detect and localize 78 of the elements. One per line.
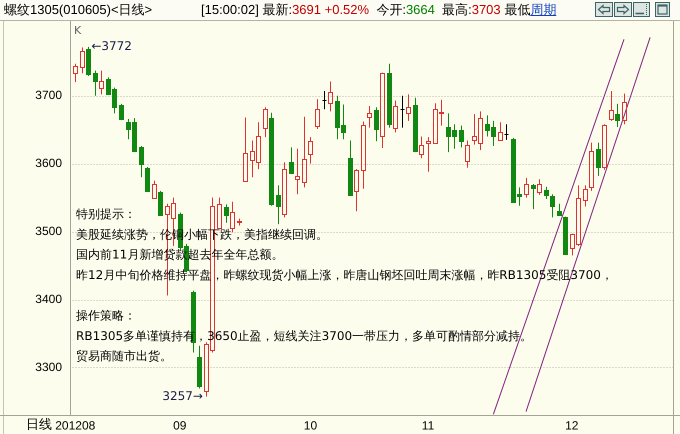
- candlestick: [504, 124, 509, 140]
- candlestick: [557, 203, 562, 216]
- candlestick: [322, 90, 327, 110]
- candlestick: [563, 216, 568, 255]
- x-tick-label: 09: [173, 418, 187, 433]
- candlestick: [367, 105, 372, 128]
- candlestick: [237, 218, 242, 226]
- candlestick: [544, 186, 549, 200]
- candlestick: [387, 63, 392, 128]
- x-tick-label: 12: [565, 418, 579, 433]
- candlestick: [73, 63, 78, 83]
- y-tick-label: 3500: [35, 224, 62, 238]
- candlestick: [158, 190, 163, 216]
- y-tick-label: 3300: [35, 360, 62, 374]
- candlestick: [374, 106, 379, 142]
- candlestick: [400, 95, 405, 128]
- candlestick: [361, 121, 366, 190]
- candlestick: [99, 70, 104, 95]
- text: [15:00:02] 最新:3691 +0.52% 今开:3664 最高:3703 最低: [201, 2, 530, 17]
- candlestick: [230, 201, 235, 233]
- candlestick: [609, 90, 614, 122]
- y-tick-label: 3700: [35, 88, 62, 102]
- candlestick: [615, 103, 620, 128]
- annotation: K: [74, 24, 82, 37]
- candlestick: [282, 162, 287, 218]
- candlestick: [459, 125, 464, 148]
- annotation: ←3772: [91, 38, 132, 53]
- candlestick: [622, 93, 627, 125]
- candlestick: [419, 136, 424, 159]
- candlestick: [550, 194, 555, 218]
- candlestick: [243, 116, 248, 182]
- x-axis-title: 日线: [26, 417, 52, 432]
- y-tick-label: 3400: [35, 292, 62, 306]
- candlestick: [224, 204, 229, 224]
- x-tick-label: 201208: [55, 418, 96, 433]
- candlestick: [145, 166, 150, 193]
- candlestick: [426, 136, 431, 172]
- candlestick: [348, 140, 353, 196]
- candlestick: [93, 70, 98, 96]
- candlestick: [589, 142, 594, 192]
- candlestick: [276, 184, 281, 225]
- candlestick: [537, 178, 542, 196]
- candlestick: [139, 145, 144, 178]
- candlestick: [498, 122, 503, 142]
- candlestick: [413, 97, 418, 153]
- candlestick: [197, 345, 202, 390]
- chart-title: 螺纹1305(010605)<日线>: [4, 2, 152, 17]
- candlestick: [302, 116, 307, 188]
- candlestick: [308, 136, 313, 164]
- candlestick: [80, 46, 85, 74]
- candlestick: [596, 142, 601, 176]
- annotation: 3257→: [162, 388, 203, 403]
- candlestick: [328, 80, 333, 112]
- candlestick: [263, 106, 268, 138]
- candlestick: [295, 148, 300, 195]
- candlestick: [531, 184, 536, 210]
- candlestick: [380, 72, 385, 149]
- candlestick: [524, 177, 529, 198]
- annotation: 操作策略：: [76, 308, 136, 323]
- candlestick: [315, 98, 320, 130]
- candlestick: [393, 100, 398, 133]
- candlestick: [217, 197, 222, 230]
- annotation: 特别提示：: [76, 207, 136, 222]
- candlestick: [86, 46, 91, 77]
- candlestick: [465, 140, 470, 168]
- candlestick: [602, 124, 607, 170]
- text: 周期: [530, 2, 556, 17]
- candlestick: [289, 146, 294, 174]
- candlestick: [119, 103, 124, 121]
- candlestick: [406, 94, 411, 122]
- candlestick: [583, 184, 588, 207]
- y-tick-label: 3600: [35, 156, 62, 170]
- candlestick: [354, 168, 359, 212]
- candlestick: [152, 180, 157, 200]
- annotation: 贸易商随市出货。: [76, 349, 172, 364]
- x-tick-label: 10: [304, 418, 318, 433]
- candlestick: [269, 112, 274, 206]
- x-tick-label: 11: [422, 418, 435, 433]
